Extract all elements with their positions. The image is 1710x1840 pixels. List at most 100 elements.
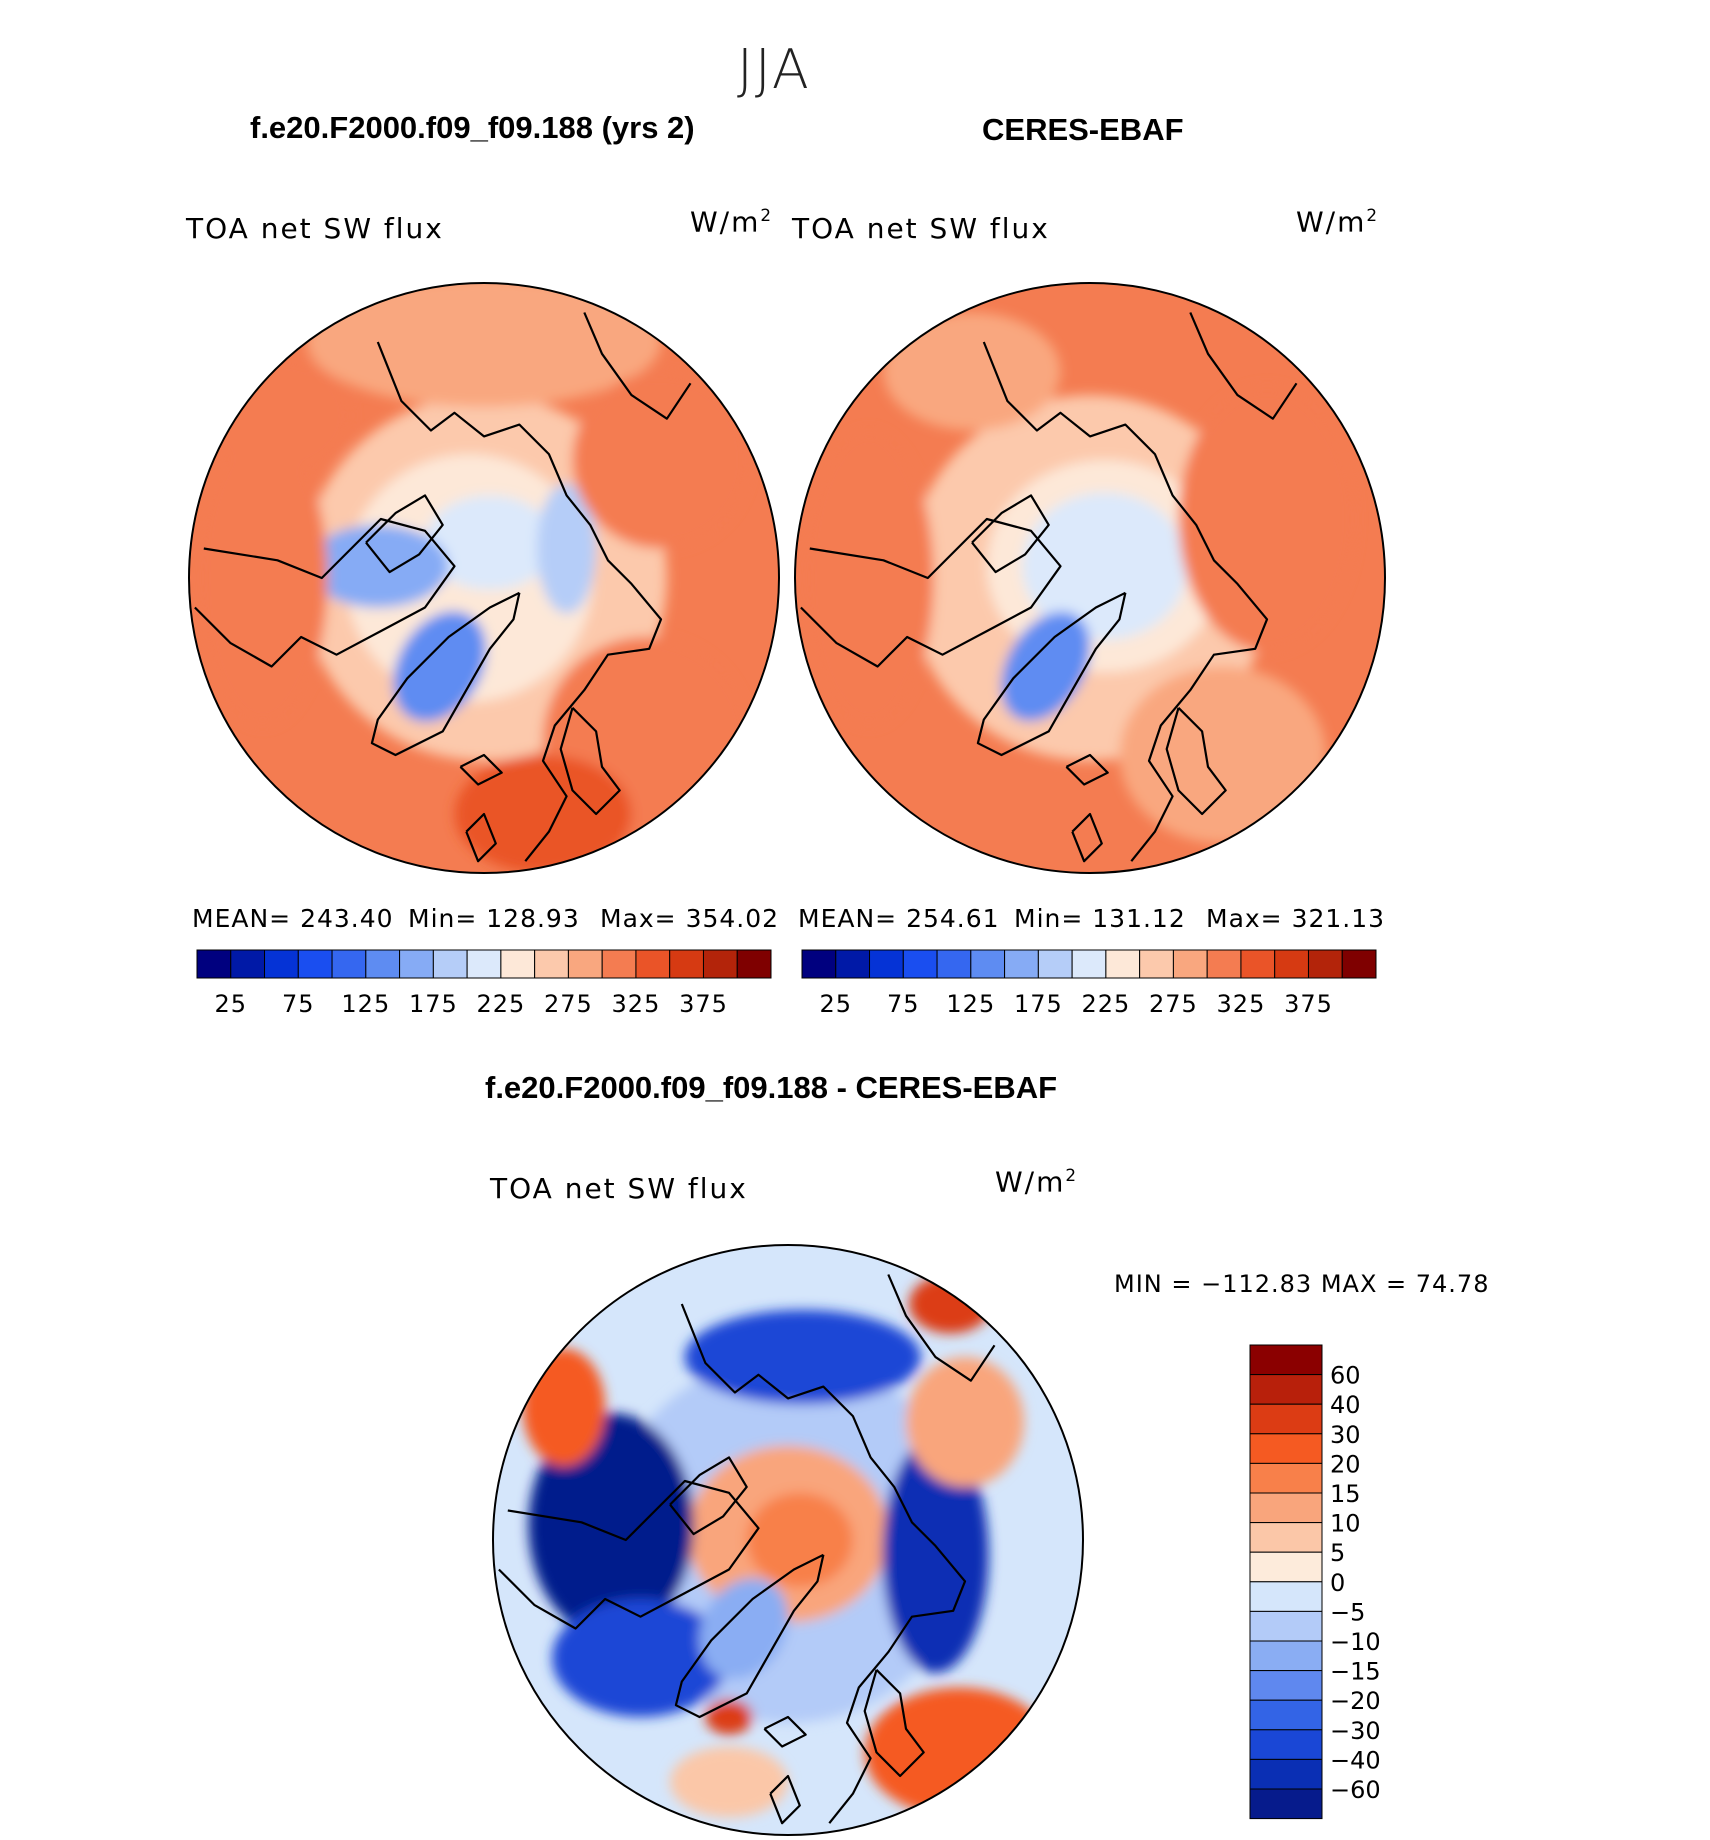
diff-units-exp: 2 <box>1065 1165 1079 1185</box>
model-colorbar-box <box>702 949 738 979</box>
model-colorbar-tick: 375 <box>679 990 728 1018</box>
obs-colorbar-box <box>1071 949 1107 979</box>
obs-colorbar-box <box>1341 949 1377 979</box>
diff-colorbar-tick: 30 <box>1330 1421 1361 1449</box>
diff-colorbar-tick: −20 <box>1330 1687 1381 1715</box>
model-field-region <box>307 283 661 407</box>
obs-field-region <box>1178 386 1356 652</box>
obs-variable-label: TOA net SW flux <box>792 212 1050 245</box>
model-field-region <box>537 483 597 614</box>
obs-max-stat: Max= 321.13 <box>1206 904 1386 933</box>
diff-colorbar-box <box>1249 1758 1323 1790</box>
obs-field-region <box>883 312 1061 431</box>
diff-colorbar-box <box>1249 1699 1323 1731</box>
obs-coast-island <box>971 494 1050 574</box>
model-coast-uk <box>465 812 497 863</box>
diff-coastlines <box>498 1274 996 1825</box>
model-min-stat: Min= 128.93 <box>408 904 580 933</box>
diff-colorbar-tick: −10 <box>1330 1628 1381 1656</box>
diff-colorbar-box <box>1249 1610 1323 1642</box>
diff-map-outline <box>492 1244 1084 1836</box>
model-field-region <box>425 495 555 590</box>
diff-colorbar-tick: 10 <box>1330 1510 1361 1538</box>
model-panel-title: f.e20.F2000.f09_f09.188 (yrs 2) <box>250 110 695 145</box>
obs-field-region <box>1022 492 1188 640</box>
model-units-base: W/m <box>690 205 761 239</box>
model-coast-iceland <box>459 753 503 786</box>
diff-field-region <box>864 1687 1054 1818</box>
obs-min-stat: Min= 131.12 <box>1014 904 1186 933</box>
model-coast-greenland <box>370 591 521 757</box>
model-colorbar-tick: 325 <box>612 990 661 1018</box>
obs-colorbar: 25 75 125 175 225 275 325 375 <box>801 949 1377 1018</box>
obs-colorbar-box <box>1172 949 1208 979</box>
obs-units-label: W/m2 <box>1296 205 1379 238</box>
diff-field-region <box>522 1348 606 1467</box>
obs-coastlines <box>800 312 1298 863</box>
model-colorbar-box <box>432 949 468 979</box>
diff-coast-kamchatka <box>887 1274 996 1382</box>
model-colorbar-box <box>365 949 401 979</box>
model-colorbar-tick: 175 <box>409 990 458 1018</box>
obs-colorbar-box <box>835 949 871 979</box>
season-title: JJA <box>737 38 811 101</box>
model-colorbar-tick: 275 <box>544 990 593 1018</box>
diff-field-region <box>906 1357 1024 1487</box>
diff-colorbar-box <box>1249 1640 1323 1672</box>
model-coast-kamchatka <box>583 312 692 420</box>
diff-variable-label: TOA net SW flux <box>490 1172 748 1205</box>
obs-map-outline <box>794 282 1386 874</box>
diff-colorbar-tick: −60 <box>1330 1776 1381 1804</box>
model-max-stat: Max= 354.02 <box>600 904 780 933</box>
model-colorbar-tick: 225 <box>476 990 525 1018</box>
model-colorbar-tick: 25 <box>214 990 247 1018</box>
model-coastlines <box>194 312 692 863</box>
obs-polar-map <box>794 282 1386 874</box>
diff-field-region <box>882 1436 989 1673</box>
obs-colorbar-box <box>970 949 1006 979</box>
obs-colorbar-tick: 25 <box>819 990 852 1018</box>
diff-field-region <box>705 1699 753 1735</box>
diff-colorbar-tick: 40 <box>1330 1391 1361 1419</box>
obs-colorbar-tick: 125 <box>946 990 995 1018</box>
obs-colorbar-tick: 225 <box>1081 990 1130 1018</box>
diff-coast-island <box>669 1456 748 1536</box>
model-colorbar-box <box>196 949 232 979</box>
obs-colorbar-box <box>1307 949 1343 979</box>
obs-coast-uk <box>1071 812 1103 863</box>
model-colorbar-box <box>736 949 772 979</box>
diff-minmax-stat: MIN = −112.83 MAX = 74.78 <box>1114 1270 1490 1298</box>
diff-colorbar-box <box>1249 1433 1323 1464</box>
diff-colorbar-box <box>1249 1344 1323 1376</box>
model-polar-map <box>188 282 780 874</box>
diff-colorbar-tick: −15 <box>1330 1658 1381 1686</box>
diff-colorbar-box <box>1249 1670 1323 1701</box>
diff-field-region <box>684 1309 921 1405</box>
model-colorbar-box <box>669 949 704 979</box>
obs-field-region <box>803 430 934 726</box>
model-colorbar-box <box>635 949 671 979</box>
obs-colorbar-box <box>1004 949 1039 979</box>
model-units-exp: 2 <box>760 205 774 225</box>
diff-coast-iceland <box>763 1715 807 1748</box>
model-coast-canada <box>194 517 456 668</box>
diff-colorbar-box <box>1249 1788 1323 1820</box>
obs-colorbar-tick: 375 <box>1284 990 1333 1018</box>
obs-panel-title: CERES-EBAF <box>982 112 1184 147</box>
diff-field-region <box>670 1746 788 1818</box>
diff-field-region <box>699 1578 789 1679</box>
model-colorbar-box <box>331 949 367 979</box>
obs-colorbar-box <box>902 949 938 979</box>
obs-coast-greenland <box>976 591 1127 757</box>
diff-colorbar-tick: 60 <box>1330 1362 1361 1390</box>
diff-colorbar-box <box>1249 1551 1323 1583</box>
obs-coast-canada <box>800 517 1062 668</box>
model-colorbar-box <box>466 949 502 979</box>
obs-field <box>795 283 1385 873</box>
obs-colorbar-tick: 275 <box>1149 990 1198 1018</box>
model-colorbar-box <box>567 949 603 979</box>
model-colorbar-box <box>230 949 266 979</box>
obs-units-base: W/m <box>1296 205 1367 239</box>
obs-units-exp: 2 <box>1366 205 1380 225</box>
